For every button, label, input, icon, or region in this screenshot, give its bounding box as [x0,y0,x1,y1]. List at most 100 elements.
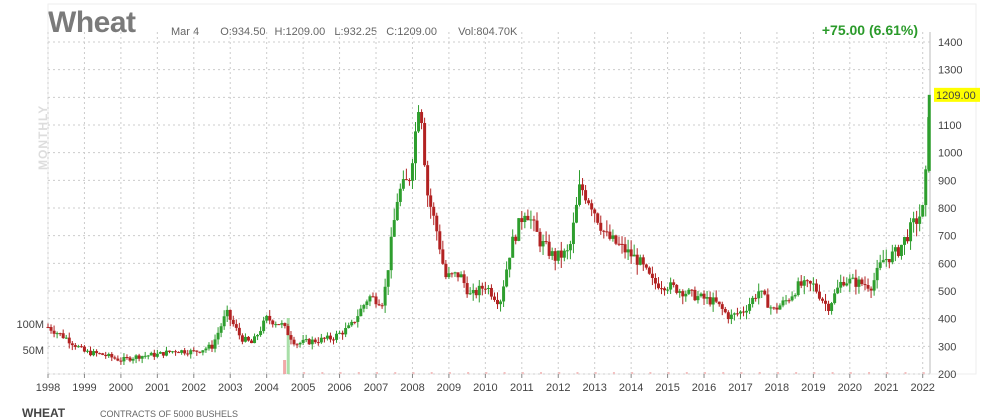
candle-body [82,346,86,352]
candle-body [95,351,99,354]
candle-body [189,350,193,355]
candle-body [313,339,317,343]
candle-body [328,335,332,340]
candle-body [52,330,56,334]
candle-body [802,280,806,286]
candle-body [143,355,147,357]
candle-body [492,296,496,300]
candle-body [714,297,718,302]
candle-body [122,357,126,362]
candle-body [125,357,129,359]
candle-body [101,353,105,355]
candle-body [161,352,165,356]
candle-body [164,350,168,356]
y-tick-label: 500 [938,286,956,298]
candle-body [526,215,530,221]
candle-body [55,333,59,335]
candle-body [465,283,469,295]
candle-body [596,213,600,223]
candle-body [830,303,834,311]
candle-body [310,339,314,345]
candle-body [240,335,244,342]
x-tick-label: 2002 [182,382,206,394]
candle-body [152,352,156,357]
candle-body [407,180,411,182]
candle-body [231,319,235,325]
candle-body [921,205,925,217]
volume-bar [667,372,670,374]
candle-body [641,257,645,265]
candle-body [213,339,217,349]
x-tick-label: 2013 [582,382,606,394]
candle-body [711,297,715,305]
candle-body [529,219,533,221]
candle-body [426,165,430,196]
x-tick-label: 2022 [910,382,934,394]
candle-body [918,216,922,224]
y-tick-label: 1400 [938,37,962,49]
candle-body [614,235,618,244]
x-tick-label: 2004 [254,382,278,394]
candle-body [827,303,831,311]
candle-body [672,282,676,285]
candle-body [371,296,375,298]
footer-sub: CONTRACTS OF 5000 BUSHELS [100,409,239,419]
volume-bar [722,372,725,374]
candle-body [757,291,761,299]
candle-body [681,291,685,297]
candle-body [468,293,472,295]
volume-bar [685,372,688,374]
x-tick-label: 2007 [364,382,388,394]
volume-tick-label: 100M [16,319,44,331]
volume-bar [758,372,761,374]
candle-body [796,281,800,296]
candle-body [568,244,572,251]
candle-body [341,332,345,335]
x-tick-label: 2019 [801,382,825,394]
candle-body [292,339,296,345]
candle-body [480,285,484,289]
candle-body [754,297,758,299]
x-tick-label: 2009 [437,382,461,394]
candle-body [635,254,639,265]
candle-body [571,222,575,245]
x-tick-label: 2011 [510,382,534,394]
candle-body [280,323,284,325]
candle-body [61,333,65,339]
candle-body [787,300,791,302]
volume-bar [303,372,306,374]
volume-bar [868,372,871,374]
candle-body [316,342,320,344]
candle-body [556,250,560,261]
candle-body [128,357,132,361]
candle-body [784,300,788,302]
candle-body [565,250,569,252]
candle-body [417,112,421,132]
candle-body [140,356,144,359]
candle-body [180,350,184,353]
volume-bar [612,372,615,374]
candle-body [365,301,369,305]
candle-body [650,273,654,278]
candle-body [429,195,433,207]
candle-body [817,291,821,299]
candle-body [459,274,463,278]
candle-body [158,352,162,354]
x-tick-label: 2021 [874,382,898,394]
x-tick-label: 2006 [327,382,351,394]
candle-body [863,284,867,286]
candle-body [283,323,287,327]
y-tick-label: 900 [938,175,956,187]
candle-body [778,305,782,310]
volume-bar [576,372,579,374]
volume-bar [339,372,342,374]
y-tick-label: 200 [938,369,956,381]
volume-bar [776,372,779,374]
candle-body [748,304,752,311]
candle-body [720,304,724,309]
candle-body [322,337,326,339]
candle-body [574,204,578,223]
candle-body [277,324,281,326]
